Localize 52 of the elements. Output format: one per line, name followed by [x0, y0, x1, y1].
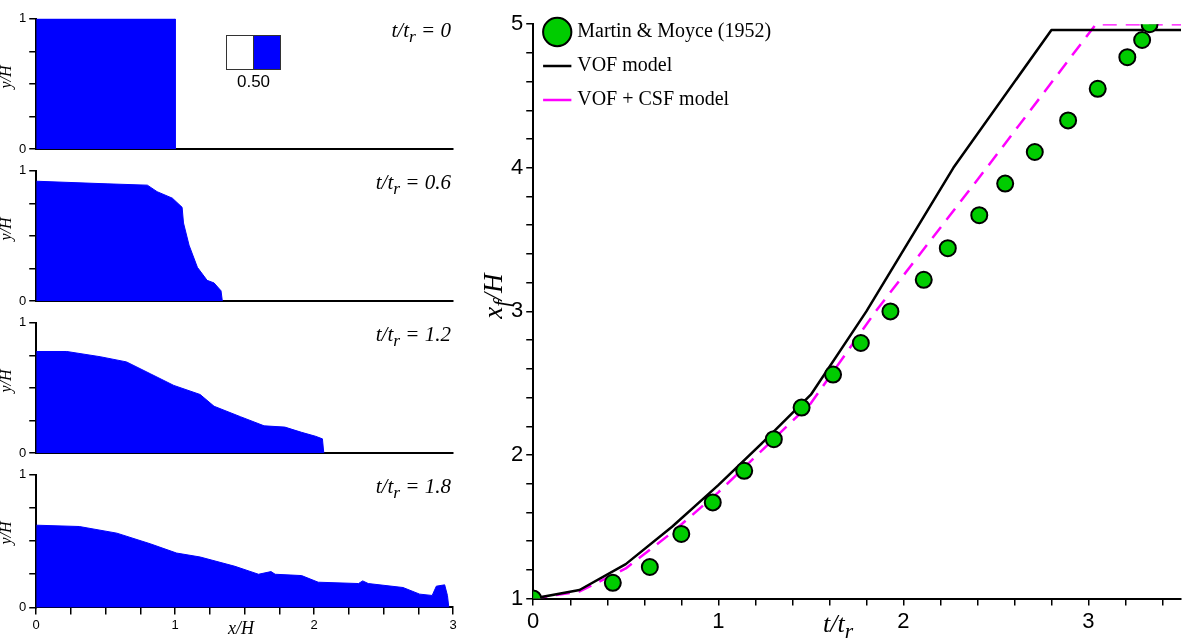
point [703, 493, 722, 512]
legend-label: VOF + CSF model [577, 87, 730, 110]
legend-label: Martin & Moyce (1952) [577, 19, 772, 43]
point [851, 333, 870, 352]
point [764, 430, 783, 449]
y-tick-label: 0 [19, 292, 27, 308]
point [881, 302, 900, 321]
y-tick-label: 1 [19, 466, 27, 482]
x-tick-label: 3 [449, 616, 457, 632]
point [1118, 48, 1137, 67]
y-axis-title: y/H [0, 369, 15, 393]
point [1133, 31, 1152, 49]
point [792, 398, 811, 417]
x-tick-label: 1 [171, 616, 179, 632]
point [603, 573, 622, 592]
x-tick-label: 2 [897, 607, 910, 633]
point [1025, 143, 1044, 161]
point [672, 524, 691, 543]
point [1088, 79, 1107, 98]
y-tick-label: 1 [19, 10, 27, 26]
y-tick-label: 1 [510, 584, 524, 610]
y-axis-title: y/H [0, 217, 15, 241]
legend-label: VOF model [577, 53, 673, 76]
point [970, 206, 989, 225]
y-tick-label: 4 [510, 153, 524, 179]
annotation: 0.50 [236, 72, 271, 92]
y-axis-title: y/H [0, 65, 15, 89]
chart-title: t/t$_{r}$ = 1.8 [375, 474, 451, 504]
x-tick-label: 1 [712, 607, 725, 633]
chart-title: t/t$_{r}$ = 0.6 [375, 170, 451, 200]
x-tick-label: 2 [310, 616, 318, 632]
y-tick-label: 1 [19, 162, 27, 178]
chart-title: t/t$_{r}$ = 0 [391, 18, 451, 48]
y-tick-label: 0 [19, 444, 27, 460]
x-axis-title: x/H [228, 618, 254, 639]
y-tick-label: 5 [510, 10, 524, 36]
point [996, 174, 1015, 193]
x-tick-label: 0 [32, 616, 40, 632]
point [1059, 111, 1078, 130]
point [735, 461, 754, 480]
y-tick-label: 1 [19, 314, 27, 330]
x-tick-label: 0 [527, 607, 540, 633]
point [824, 365, 843, 384]
chart-title: t/t$_{r}$ = 1.2 [375, 322, 451, 352]
y-axis-title: y/H [0, 521, 15, 545]
point [938, 239, 957, 258]
x-tick-label: 3 [1082, 607, 1095, 633]
point [640, 558, 659, 577]
x-axis-title: t/t$_{r}$ [823, 608, 854, 644]
point [914, 270, 933, 289]
y-tick-label: 0 [19, 140, 27, 156]
y-tick-label: 2 [510, 441, 524, 467]
